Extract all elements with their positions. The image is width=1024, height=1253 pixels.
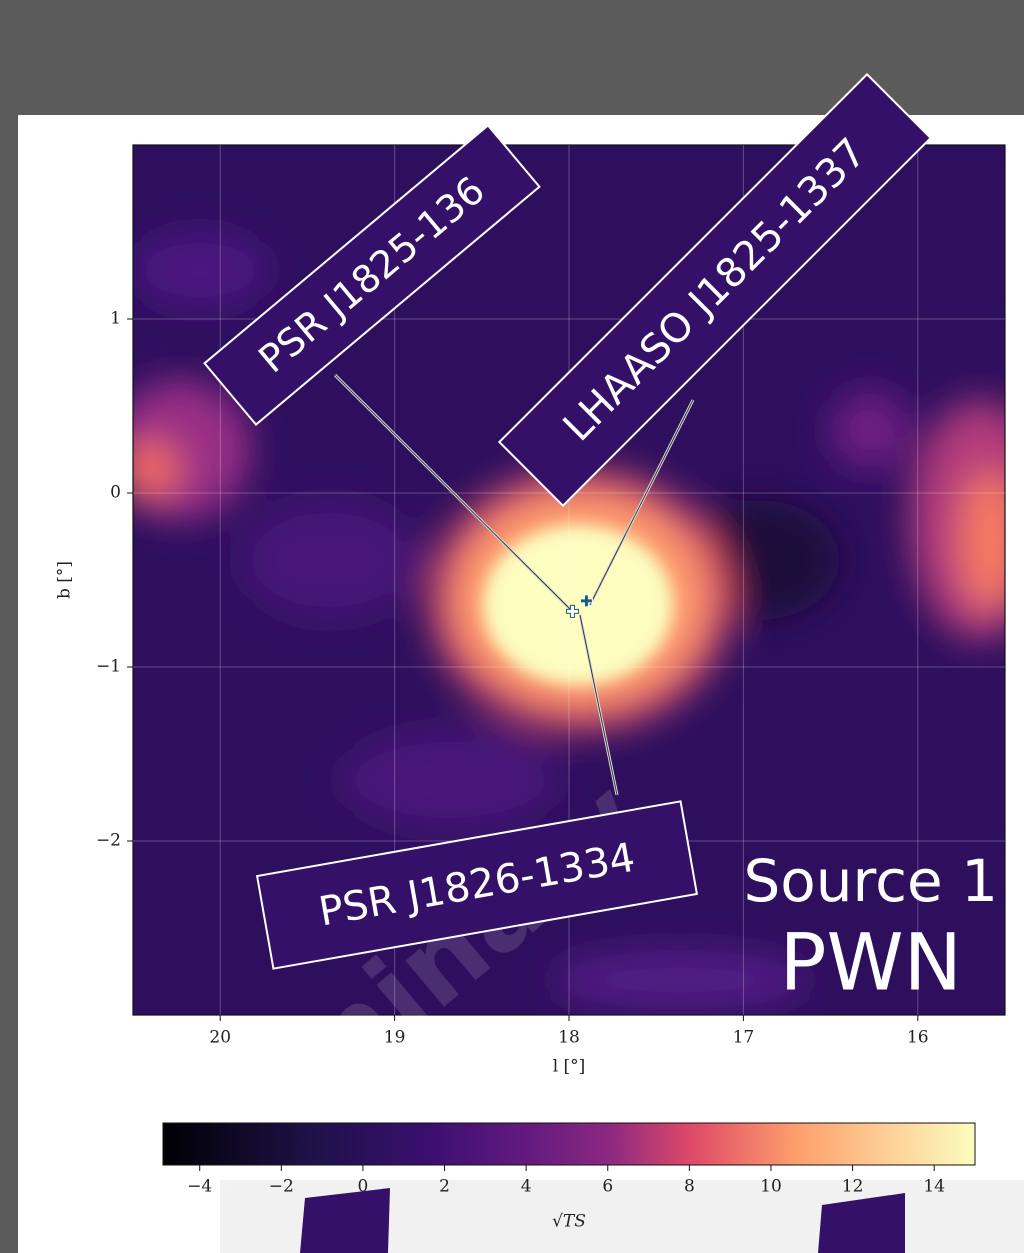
x-tick-label: 18 <box>558 1028 580 1048</box>
page: Preliminary PSR J1825-136 LHAASO J1825-1… <box>0 0 1024 1253</box>
x-tick-label: 20 <box>209 1028 231 1048</box>
source-title: Source 1 <box>743 847 998 915</box>
y-tick-label: −2 <box>96 831 121 851</box>
colorbar-tick-label: 0 <box>358 1177 369 1197</box>
y-axis-label: b [°] <box>55 561 75 599</box>
colorbar <box>163 1123 975 1165</box>
colorbar-tick-label: 4 <box>521 1177 532 1197</box>
colorbar-tick-label: 6 <box>602 1177 613 1197</box>
x-tick-label: 17 <box>733 1028 755 1048</box>
source-type: PWN <box>779 918 962 1008</box>
colorbar-tick-label: 14 <box>923 1177 945 1197</box>
colorbar-tick-label: 12 <box>842 1177 864 1197</box>
y-tick-label: 0 <box>110 483 121 503</box>
cut-label <box>300 1188 390 1253</box>
chart: Preliminary PSR J1825-136 LHAASO J1825-1… <box>0 0 1024 1253</box>
colorbar-tick-label: 2 <box>439 1177 450 1197</box>
colorbar-tick-label: 10 <box>760 1177 782 1197</box>
y-tick-label: 1 <box>110 309 121 329</box>
x-tick-label: 19 <box>384 1028 406 1048</box>
y-tick-label: −1 <box>96 657 121 677</box>
colorbar-label: √TS <box>552 1212 586 1232</box>
colorbar-tick-label: −4 <box>187 1177 212 1197</box>
colorbar-tick-label: −2 <box>269 1177 294 1197</box>
x-axis-label: l [°] <box>553 1057 586 1077</box>
x-tick-label: 16 <box>907 1028 929 1048</box>
colorbar-tick-label: 8 <box>684 1177 695 1197</box>
